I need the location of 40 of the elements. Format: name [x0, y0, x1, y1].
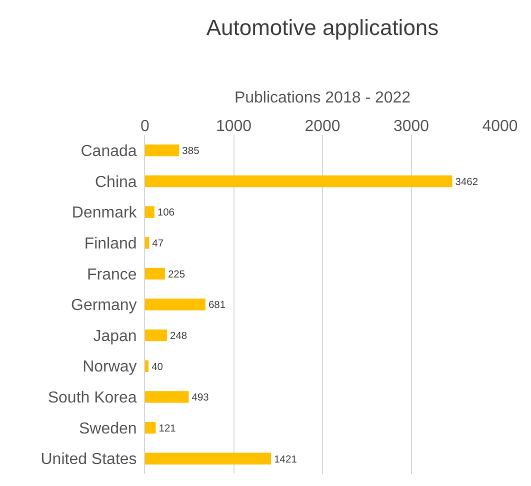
data-label: 681 [208, 300, 226, 312]
data-label: 1421 [274, 454, 298, 466]
y-tick-label: Finland [84, 235, 137, 252]
data-label: 493 [192, 392, 210, 404]
bar [145, 360, 149, 372]
bar [145, 298, 206, 310]
y-tick-label: China [94, 174, 137, 191]
data-label: 47 [152, 238, 164, 250]
bar [145, 175, 452, 188]
y-tick-label: France [87, 266, 137, 284]
bar [145, 268, 165, 280]
data-label: 385 [182, 146, 200, 158]
x-tick-label: 2000 [304, 118, 340, 135]
bar [145, 391, 189, 403]
bar [145, 206, 154, 218]
y-tick-label: United States [40, 451, 137, 468]
data-label: 106 [157, 208, 175, 219]
data-label: 40 [152, 362, 164, 373]
chart-title: Automotive applications [206, 14, 439, 40]
y-tick-label: Sweden [78, 420, 137, 438]
x-tick-label: 4000 [482, 118, 518, 135]
bar [145, 422, 156, 434]
x-axis-title: Publications 2018 - 2022 [234, 90, 411, 107]
y-tick-label: Canada [80, 143, 137, 160]
y-tick-label: Germany [71, 297, 137, 314]
y-tick-label: Japan [93, 328, 137, 345]
data-label: 121 [158, 423, 176, 434]
data-label: 248 [170, 330, 188, 342]
data-label: 225 [168, 269, 186, 280]
y-tick-label: Norway [82, 358, 137, 376]
bar [145, 452, 272, 464]
bar [145, 329, 168, 342]
y-tick-label: Denmark [72, 204, 138, 222]
x-tick-label: 0 [140, 118, 150, 135]
x-tick-label: 3000 [393, 118, 430, 135]
x-tick-label: 1000 [216, 118, 252, 135]
bar [145, 144, 180, 156]
bar [145, 237, 150, 249]
data-label: 3462 [455, 176, 478, 188]
y-tick-label: South Korea [48, 390, 137, 407]
